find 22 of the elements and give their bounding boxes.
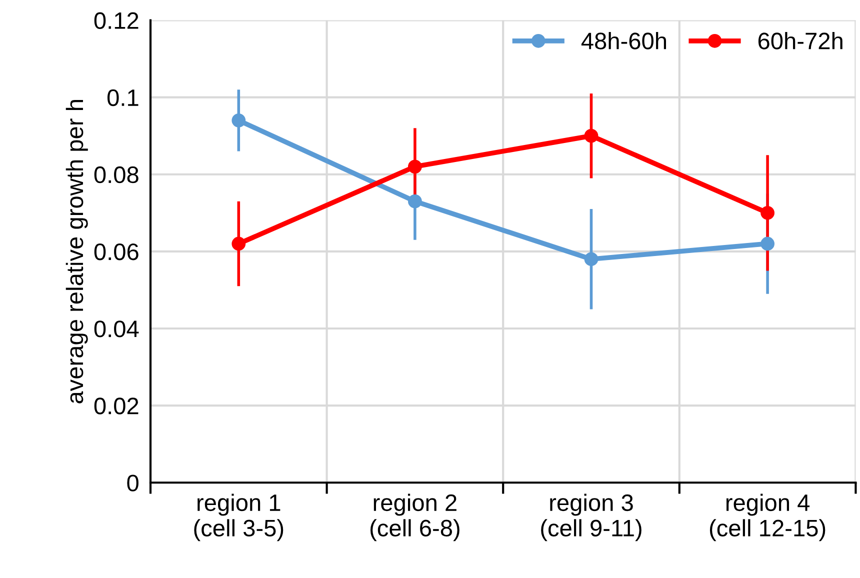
x-tick-label: region 1 (cell 3-5)	[194, 494, 284, 542]
point	[760, 206, 774, 220]
x-tick-label: region 4 (cell 12-15)	[710, 494, 826, 542]
y-tick-label: 0.08	[94, 166, 138, 184]
point	[408, 160, 422, 174]
y-tick-label: 0.06	[94, 244, 138, 260]
legend-label: 60h-72h	[758, 32, 842, 50]
legend-label: 48h-60h	[581, 32, 666, 50]
y-tick-label: 0	[127, 474, 138, 492]
point	[760, 236, 774, 251]
point	[584, 128, 598, 143]
y-tick-label: 0.1	[107, 89, 138, 106]
x-tick-label: region 3 (cell 9-11)	[541, 494, 642, 542]
y-axis-title: average relative growth per h	[66, 100, 88, 404]
y-tick-label: 0.02	[94, 398, 138, 414]
point	[584, 252, 598, 266]
point	[408, 194, 422, 208]
y-tick-label: 0.04	[94, 320, 139, 338]
y-tick-label: 0.12	[94, 12, 138, 30]
point	[232, 113, 246, 128]
x-tick-label: region 2 (cell 6-8)	[370, 494, 460, 542]
point	[232, 236, 246, 251]
